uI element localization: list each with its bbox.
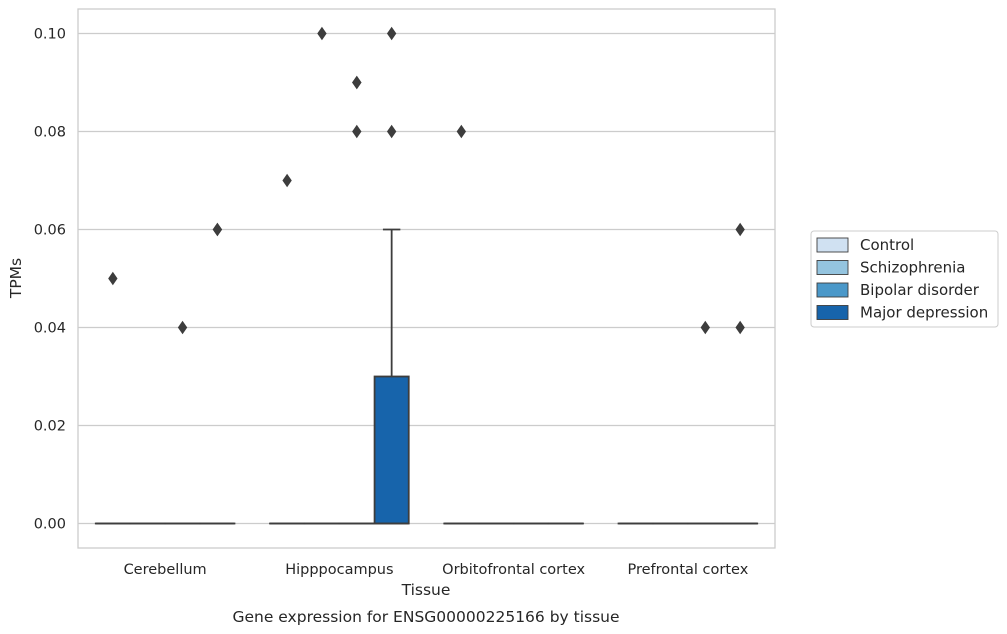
outlier-point [386,124,397,139]
box-group [164,320,201,525]
legend-swatch [816,282,849,298]
outlier-point [352,75,362,90]
y-tick-label: 0.06 [34,223,66,239]
y-tick-label: 0.10 [34,27,66,43]
box-group [199,222,236,525]
chart-title: Gene expression for ENSG00000225166 by t… [232,608,619,626]
box [373,375,410,525]
outlier-point [282,173,292,188]
x-tick-label: Cerebellum [124,562,207,578]
x-tick-label: Orbitofrontal cortex [442,562,585,578]
plot-area-frame [77,8,776,549]
legend-swatch [816,237,849,253]
outlier-point [700,320,710,335]
box-group [373,26,410,525]
legend-label: Bipolar disorder [860,281,980,299]
y-tick-label: 0.04 [34,321,66,337]
legend-label: Major depression [860,304,988,322]
y-tick-label: 0.02 [34,419,66,435]
legend: Control Schizophrenia Bipolar disorder Majo… [810,230,999,328]
outlier-point [177,320,188,335]
outlier-point [317,26,327,41]
outlier-point [108,271,118,286]
box-group [94,271,131,525]
y-tick-label: 0.08 [34,125,66,141]
box-group [722,222,759,525]
legend-item: Schizophrenia [816,259,965,277]
legend-label: Schizophrenia [860,259,965,277]
outlier-point [212,222,223,237]
outlier-point [456,124,467,139]
x-axis-tick-labels: Cerebellum Hipppocampus Orbitofrontal cort… [124,562,749,578]
legend-item: Bipolar disorder [816,281,980,299]
outlier-point [386,26,397,41]
outlier-point [352,124,362,139]
y-axis-label: TPMs [7,258,25,299]
box-plot-marks [94,26,759,525]
outlier-point [735,320,745,335]
legend-swatch [816,260,849,275]
x-axis-label: Tissue [401,581,451,599]
legend-frame [810,230,999,328]
legend-swatch [816,305,849,320]
x-tick-label: Prefrontal cortex [627,562,748,578]
x-tick-label: Hipppocampus [285,562,393,578]
outlier-point [735,222,745,237]
legend-item: Major depression [816,304,988,322]
legend-item: Control [816,236,914,254]
legend-label: Control [860,236,914,254]
y-tick-label: 0.00 [34,517,66,533]
y-axis-tick-labels: 0.00 0.02 0.04 0.06 0.08 0.10 [34,27,66,533]
